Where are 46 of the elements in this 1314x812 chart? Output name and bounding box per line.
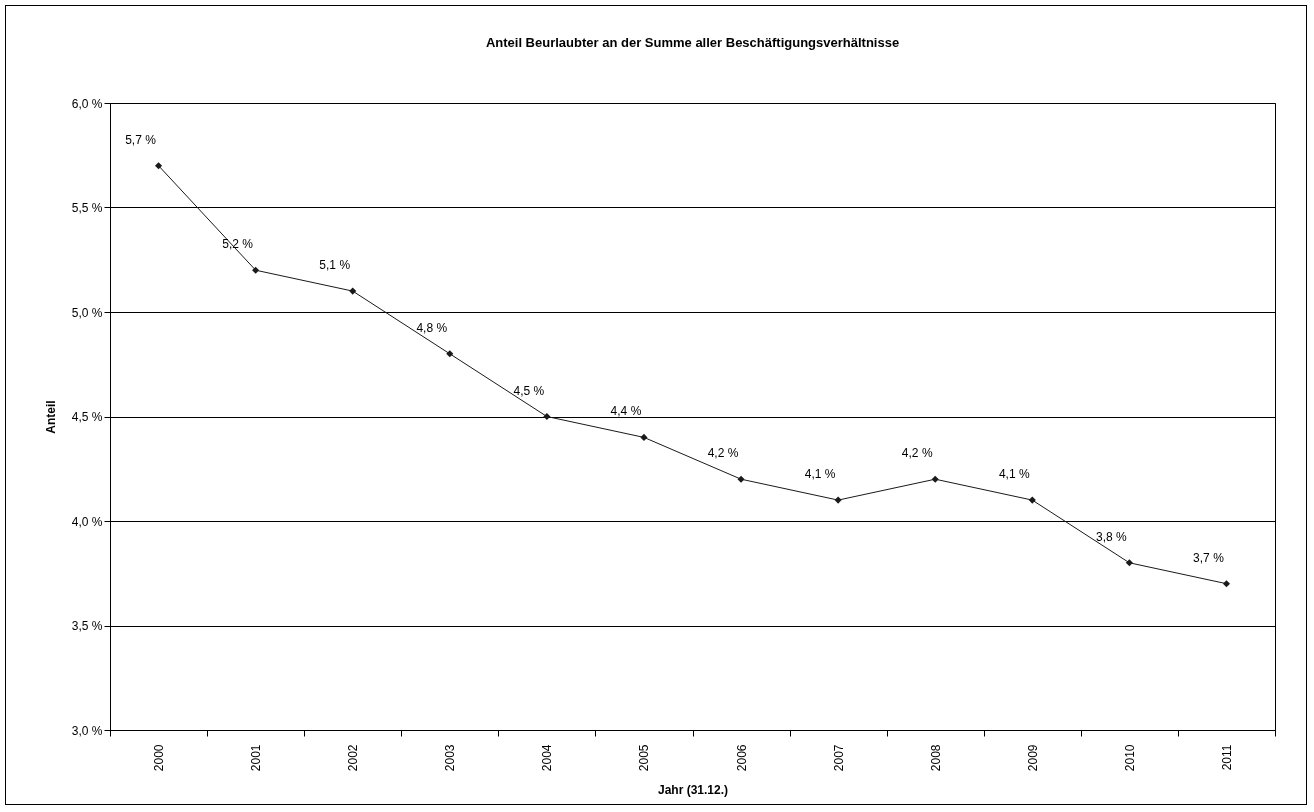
- data-label: 4,2 %: [901, 446, 933, 461]
- x-tick-label: 2011: [1219, 744, 1234, 771]
- point: [640, 433, 648, 441]
- point: [543, 412, 551, 421]
- chart-title: Anteil Beurlaubter an der Summe aller Beschäftigungsverhältnisse: [485, 35, 900, 50]
- point: [1222, 580, 1230, 588]
- point: [155, 162, 163, 170]
- data-label: 4,1 %: [804, 467, 836, 482]
- point: [349, 287, 357, 295]
- data-label: 3,7 %: [1193, 550, 1225, 565]
- data-label: 4,4 %: [610, 404, 642, 419]
- x-tick-label: 2001: [249, 744, 264, 772]
- data-label: 5,2 %: [222, 237, 254, 252]
- y-tick-label: 5,5 %: [71, 201, 103, 215]
- x-tick-label: 2000: [152, 744, 167, 772]
- data-label: 4,5 %: [513, 383, 545, 398]
- point: [252, 266, 260, 274]
- x-tick-label: 2005: [637, 744, 652, 772]
- point: [446, 350, 454, 358]
- x-axis-title: Jahr (31.12.): [657, 783, 729, 798]
- data-label: 3,8 %: [1096, 529, 1128, 544]
- point: [1028, 496, 1036, 504]
- data-label: 5,7 %: [125, 132, 157, 147]
- x-tick-label: 2010: [1122, 744, 1137, 772]
- x-tick-label: 2002: [346, 744, 361, 772]
- y-axis-title: Anteil: [43, 400, 58, 434]
- data-label: 4,1 %: [998, 467, 1030, 482]
- data-label: 4,8 %: [416, 320, 448, 335]
- x-tick-label: 2009: [1025, 744, 1040, 772]
- y-tick-label: 4,0 %: [71, 514, 103, 529]
- x-tick-label: 2004: [540, 744, 555, 772]
- point: [931, 475, 939, 483]
- x-tick-label: 2006: [734, 744, 749, 772]
- y-tick-label: 5,0 %: [71, 305, 103, 320]
- data-label: 5,1 %: [319, 258, 351, 273]
- data-label: 4,2 %: [707, 446, 739, 461]
- y-tick-label: 4,5 %: [71, 410, 103, 424]
- y-tick-label: 3,0 %: [71, 723, 103, 738]
- point: [1125, 559, 1133, 567]
- x-tick-label: 2007: [831, 744, 846, 772]
- x-tick-label: 2003: [443, 744, 458, 772]
- point: [834, 496, 842, 504]
- y-tick-label: 3,5 %: [71, 619, 103, 633]
- point: [737, 475, 745, 483]
- x-tick-label: 2008: [928, 744, 943, 772]
- y-tick-label: 6,0 %: [71, 96, 103, 111]
